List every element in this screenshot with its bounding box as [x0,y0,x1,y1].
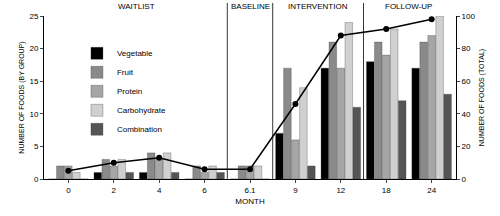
svg-text:6: 6 [202,186,207,195]
svg-text:100: 100 [462,12,476,21]
svg-text:18: 18 [382,186,391,195]
svg-text:WAITLIST: WAITLIST [118,2,155,11]
svg-text:24: 24 [427,186,436,195]
svg-text:MONTH: MONTH [235,197,265,206]
svg-text:4: 4 [157,186,162,195]
svg-text:BASELINE: BASELINE [231,2,270,11]
svg-text:Vegetable: Vegetable [117,49,153,58]
svg-text:9: 9 [293,186,298,195]
svg-text:INTERVENTION: INTERVENTION [288,2,348,11]
svg-text:20: 20 [29,44,38,53]
svg-text:40: 40 [462,110,471,119]
svg-text:FOLLOW-UP: FOLLOW-UP [385,2,432,11]
svg-text:12: 12 [336,186,345,195]
svg-text:0: 0 [34,175,39,184]
svg-text:80: 80 [462,44,471,53]
svg-text:6.1: 6.1 [244,186,256,195]
svg-text:10: 10 [29,110,38,119]
svg-text:0: 0 [66,186,71,195]
svg-text:25: 25 [29,12,38,21]
svg-text:2: 2 [112,186,117,195]
svg-text:Protein: Protein [117,87,142,96]
svg-text:NUMBER OF FOODS (TOTAL): NUMBER OF FOODS (TOTAL) [478,49,486,146]
svg-text:Carbohydrate: Carbohydrate [117,106,166,115]
svg-text:NUMBER OF FOODS (BY GROUP): NUMBER OF FOODS (BY GROUP) [18,41,26,153]
svg-text:Fruit: Fruit [117,68,134,77]
svg-text:60: 60 [462,77,471,86]
svg-text:20: 20 [462,142,471,151]
svg-text:0: 0 [462,175,467,184]
svg-text:15: 15 [29,77,38,86]
svg-text:Combination: Combination [117,125,162,134]
svg-text:5: 5 [34,142,39,151]
